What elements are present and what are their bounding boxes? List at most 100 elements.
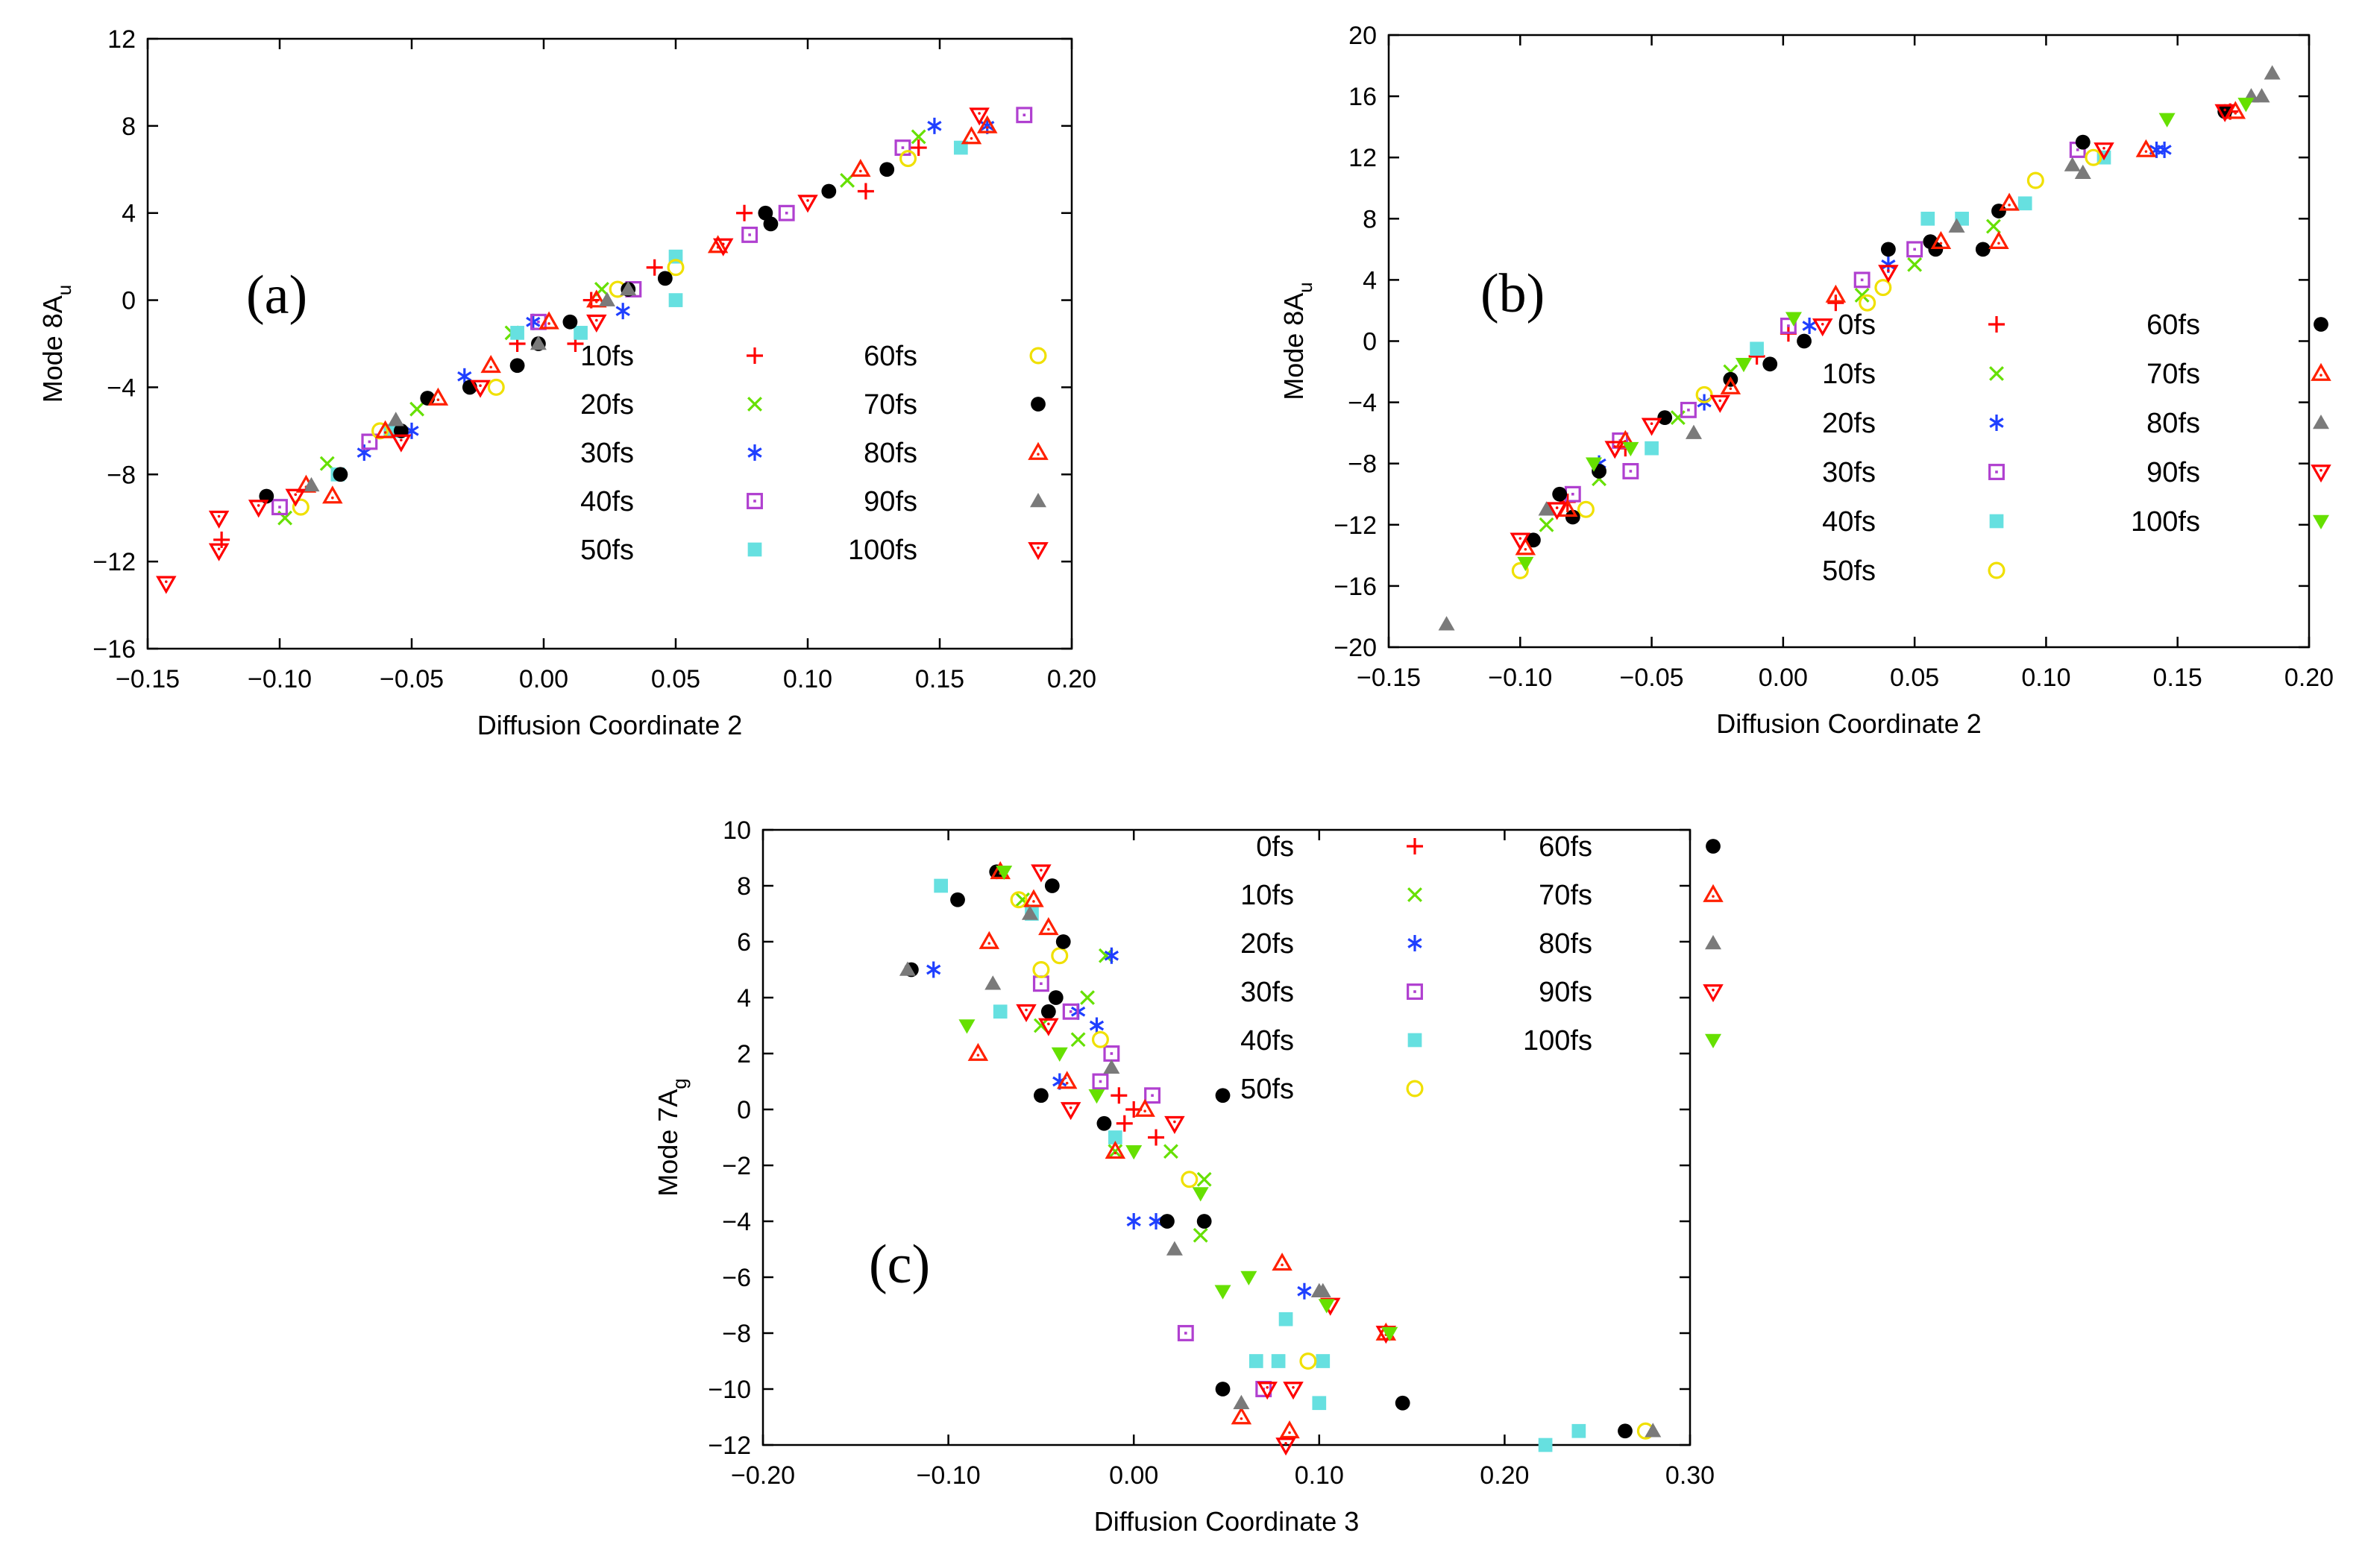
data-point: [1785, 312, 1802, 327]
data-point: [646, 259, 663, 276]
legend-label: 0fs: [1256, 831, 1294, 863]
x-tick-label: 0.00: [1759, 664, 1808, 692]
data-point: [712, 238, 734, 256]
legend-marker: [1989, 366, 2004, 381]
legend-label: 80fs: [2146, 408, 2200, 439]
legend-marker: [2314, 317, 2328, 332]
series-20fs: [926, 947, 1312, 1300]
legend-label: 10fs: [1240, 880, 1294, 911]
y-axis-label-subscript: u: [1294, 282, 1316, 292]
legend-marker: [1407, 887, 1422, 902]
series-70fs: [259, 162, 895, 504]
legend-label: 50fs: [1822, 555, 1876, 587]
data-point: [1279, 1420, 1300, 1439]
data-point: [2074, 164, 2091, 179]
legend-item: 60fs: [864, 341, 1047, 372]
data-point: [1044, 878, 1060, 893]
series-100fs: [958, 866, 1398, 1341]
data-point: [1278, 1312, 1293, 1326]
data-point: [1215, 1088, 1231, 1103]
data-point: [1510, 532, 1531, 551]
data-point: [1104, 947, 1119, 964]
data-point: [1517, 556, 1534, 572]
y-tick-label: −10: [708, 1376, 751, 1404]
legend-item: 40fs: [1240, 1025, 1422, 1057]
legend-label: 20fs: [580, 389, 634, 421]
data-point: [2094, 142, 2114, 161]
legend-marker: [1988, 316, 2005, 333]
data-point: [586, 289, 607, 308]
data-point: [1546, 502, 1568, 520]
legend-marker: [1407, 983, 1423, 1000]
y-tick-label: 8: [122, 113, 136, 141]
data-point: [1299, 1352, 1317, 1370]
data-point: [1395, 1395, 1410, 1411]
data-point: [409, 401, 425, 417]
legend-item: 90fs: [864, 486, 1046, 517]
x-tick-label: −0.10: [1488, 664, 1552, 692]
series-10fs: [213, 139, 927, 548]
legend-marker: [1988, 561, 2005, 579]
plot-frame: [761, 828, 1692, 1446]
x-tick-label: −0.20: [731, 1461, 795, 1490]
y-axis-label: Mode 8Au: [37, 285, 75, 403]
data-point: [1920, 211, 1935, 226]
data-point: [292, 498, 310, 516]
data-point: [1622, 441, 1639, 457]
data-point: [1031, 864, 1052, 883]
data-point: [1538, 501, 1555, 516]
legend-item: 10fs: [1822, 359, 2004, 390]
legend-label: 70fs: [1539, 880, 1592, 911]
data-point: [487, 378, 505, 396]
data-point: [391, 434, 412, 453]
x-tick-label: 0.20: [1480, 1461, 1529, 1490]
data-point: [357, 444, 371, 462]
legend-label: 40fs: [1240, 1025, 1294, 1057]
data-point: [208, 510, 230, 529]
data-point: [1604, 441, 1625, 459]
data-point: [899, 961, 916, 976]
x-axis-label: Diffusion Coordinate 2: [477, 710, 743, 740]
series-40fs: [934, 878, 1586, 1452]
y-tick-label: −16: [92, 635, 136, 664]
chart-panel-2: −0.15 −0.10 −0.05 0.00 0.05 0.10 0.15 0.20 −20 −1…: [1278, 22, 2334, 739]
data-point: [1316, 1354, 1331, 1368]
series-0fs: [1559, 103, 2239, 511]
data-point: [899, 150, 917, 168]
legend-item: 70fs: [1539, 880, 1724, 911]
data-point: [1988, 230, 2009, 249]
data-point: [1034, 1088, 1049, 1103]
y-tick-label: −8: [722, 1320, 751, 1348]
series-10fs: [1539, 218, 2001, 532]
legend-marker: [2313, 514, 2329, 529]
data-point: [1240, 1271, 1257, 1285]
data-point: [1016, 107, 1033, 124]
data-point: [2026, 171, 2044, 189]
series-30fs: [1032, 975, 1272, 1397]
data-point: [2064, 157, 2081, 171]
y-tick-label: 4: [1363, 266, 1377, 295]
legend-marker: [1031, 397, 1046, 412]
data-point: [984, 975, 1002, 990]
data-point: [1657, 410, 1673, 426]
y-tick-label: −4: [107, 374, 136, 402]
legend-marker: [1703, 984, 1724, 1003]
x-tick-label: −0.05: [380, 665, 444, 693]
data-point: [1680, 401, 1697, 418]
data-point: [953, 140, 968, 155]
x-tick-label: −0.10: [917, 1461, 981, 1490]
legend-marker: [1989, 514, 2004, 529]
y-tick-label: −16: [1334, 573, 1377, 601]
data-point: [1538, 1438, 1553, 1452]
legend-item: 10fs: [580, 341, 763, 372]
legend-marker: [1988, 464, 2005, 480]
legend-item: 0fs: [1256, 831, 1423, 863]
data-point: [271, 499, 288, 516]
data-point: [1762, 356, 1778, 372]
data-point: [1051, 947, 1069, 965]
series-100fs: [156, 107, 990, 594]
legend: 0fs 10fs 20fs 30fs 40fs 50fs 60fs 70fs 80fs 90fs 1…: [1240, 831, 1724, 1105]
data-point: [1812, 318, 1833, 337]
data-point: [1571, 1423, 1586, 1438]
data-point: [1552, 486, 1568, 502]
